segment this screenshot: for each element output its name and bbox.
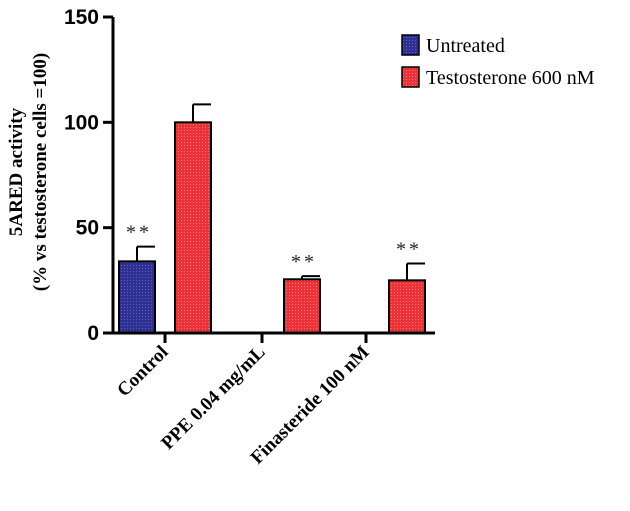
significance-marker: ** xyxy=(291,251,317,273)
x-category-label: PPE 0.04 mg/mL xyxy=(157,342,269,454)
legend-label: Untreated xyxy=(426,35,505,57)
y-tick-label: 100 xyxy=(64,111,99,134)
x-category-label: Finasteride 100 nM xyxy=(247,342,374,469)
bar-testosterone-0 xyxy=(174,121,212,335)
bar-untreated-0 xyxy=(118,260,156,334)
bars-group xyxy=(118,121,426,335)
legend-swatch xyxy=(401,34,420,56)
legend-swatch xyxy=(401,66,420,88)
significance-marker: ** xyxy=(126,222,152,244)
y-tick-label: 50 xyxy=(76,217,99,240)
bar-testosterone-2 xyxy=(388,279,426,335)
legend: Untreated Testosterone 600 nM xyxy=(401,34,595,89)
y-tick-label: 150 xyxy=(64,6,99,29)
error-bars-group xyxy=(136,103,425,281)
significance-marker: ** xyxy=(396,238,422,260)
x-category-label: Control xyxy=(113,342,172,401)
significance-annotations: ** ** ** xyxy=(126,222,422,273)
legend-label: Testosterone 600 nM xyxy=(426,67,595,89)
y-axis: 0 50 100 150 xyxy=(64,6,115,345)
y-tick-label: 0 xyxy=(87,322,99,345)
bar-testosterone-1 xyxy=(283,278,321,334)
y-axis-title-line1: 5ARED activity xyxy=(6,107,27,236)
y-axis-title-line2: (% vs testosterone cells =100) xyxy=(30,53,51,291)
